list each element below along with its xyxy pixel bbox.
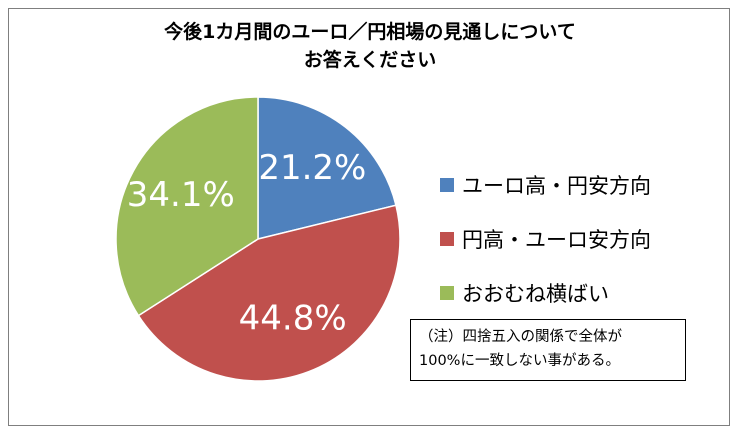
chart-title: 今後1カ月間のユーロ／円相場の見通しについて お答えください [0, 18, 740, 74]
legend-swatch-yen-strong [440, 232, 454, 246]
legend-label-flat: おおむね横ばい [462, 282, 609, 306]
pie-label-flat: 34.1% [127, 175, 235, 215]
pie-label-euro-strong: 21.2% [258, 148, 366, 188]
legend-item-flat: おおむね横ばい [440, 278, 651, 308]
chart-title-line-2: お答えください [303, 49, 437, 71]
legend-item-euro-strong: ユーロ高・円安方向 [440, 170, 651, 200]
note-line-2: 100%に一致しない事がある。 [419, 353, 620, 369]
legend-label-euro-strong: ユーロ高・円安方向 [462, 174, 651, 198]
chart-title-line-1: 今後1カ月間のユーロ／円相場の見通しについて [164, 21, 576, 43]
note-box: （注）四捨五入の関係で全体が 100%に一致しない事がある。 [410, 319, 686, 381]
pie-slice-yen-strong [137, 204, 401, 382]
legend: ユーロ高・円安方向 円高・ユーロ安方向 おおむね横ばい [440, 170, 651, 332]
pie-slice-flat [115, 96, 259, 317]
note-line-1: （注）四捨五入の関係で全体が [419, 329, 622, 345]
legend-swatch-euro-strong [440, 178, 454, 192]
pie-slice-euro-strong [257, 96, 397, 240]
pie-label-yen-strong: 44.8% [239, 298, 347, 338]
legend-item-yen-strong: 円高・ユーロ安方向 [440, 224, 651, 254]
legend-swatch-flat [440, 286, 454, 300]
legend-label-yen-strong: 円高・ユーロ安方向 [462, 228, 651, 252]
